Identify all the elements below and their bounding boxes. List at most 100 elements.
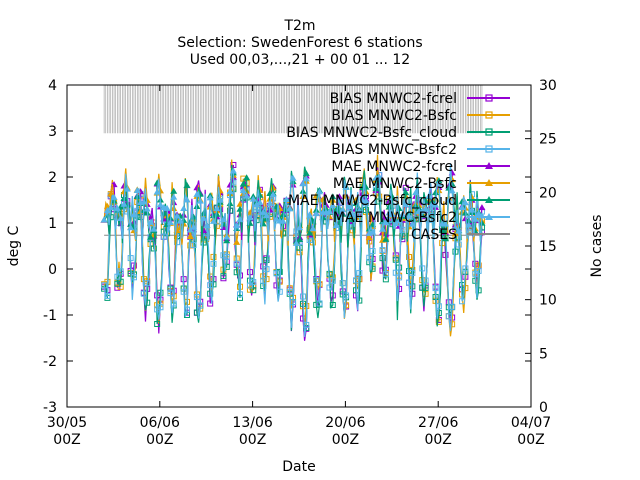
data-point xyxy=(296,224,304,231)
data-point xyxy=(445,196,453,203)
data-point xyxy=(468,206,476,213)
data-point xyxy=(432,201,440,208)
data-point xyxy=(432,285,439,292)
legend-marker xyxy=(485,128,493,136)
x-tick-label: 04/07 xyxy=(511,415,551,431)
data-point xyxy=(196,197,204,204)
data-point xyxy=(220,252,227,259)
data-point xyxy=(345,202,353,209)
data-point xyxy=(313,301,320,308)
data-point xyxy=(405,212,413,219)
data-point xyxy=(292,239,300,246)
data-point xyxy=(117,268,124,275)
data-point xyxy=(117,214,125,221)
y2-tick-label: 25 xyxy=(539,132,557,148)
data-point xyxy=(174,239,181,246)
data-point xyxy=(355,207,363,214)
data-point xyxy=(435,180,443,187)
data-point xyxy=(398,211,406,218)
legend-marker xyxy=(485,179,493,186)
data-point xyxy=(187,242,194,249)
legend-label: MAE MNWC2-Bsfc_cloud xyxy=(288,193,457,209)
data-point xyxy=(335,196,343,203)
data-point xyxy=(200,214,208,221)
data-point xyxy=(226,200,234,207)
data-point xyxy=(445,313,452,320)
data-point xyxy=(176,217,184,224)
data-point xyxy=(395,204,403,211)
data-point xyxy=(353,277,360,284)
data-point xyxy=(376,198,383,205)
data-point xyxy=(219,215,227,222)
data-point xyxy=(233,222,241,229)
data-point xyxy=(296,235,304,242)
data-point xyxy=(441,220,449,227)
data-point xyxy=(406,279,413,286)
x-tick-label-hour: 00Z xyxy=(146,432,173,448)
data-point xyxy=(259,208,267,215)
data-point xyxy=(279,217,287,224)
data-point xyxy=(316,188,324,195)
data-point xyxy=(303,321,310,328)
data-point xyxy=(408,220,416,227)
data-point xyxy=(269,191,277,198)
data-point xyxy=(299,293,306,300)
x-tick-label: 30/05 xyxy=(47,415,87,431)
data-point xyxy=(150,225,158,232)
x-tick-label: 13/06 xyxy=(232,415,272,431)
data-point xyxy=(475,267,482,274)
legend-label: BIAS MNWC2-Bsfc xyxy=(331,108,457,124)
series-7 xyxy=(100,163,486,248)
data-point xyxy=(379,225,387,232)
data-point xyxy=(441,235,449,242)
data-point xyxy=(366,254,373,261)
data-point xyxy=(213,204,221,211)
data-point xyxy=(379,247,386,254)
data-point xyxy=(435,303,442,310)
x-tick-label-hour: 00Z xyxy=(239,432,266,448)
data-point xyxy=(216,196,224,203)
data-point xyxy=(236,215,244,222)
data-point xyxy=(352,196,360,203)
data-point xyxy=(465,221,473,228)
data-point xyxy=(246,282,253,289)
data-point xyxy=(263,257,270,264)
data-point xyxy=(107,204,115,211)
data-point xyxy=(163,221,171,228)
y-tick-label: 3 xyxy=(48,124,57,140)
data-point xyxy=(286,205,294,212)
legend-marker xyxy=(485,111,493,119)
y2-tick-label: 15 xyxy=(539,239,557,255)
data-point xyxy=(147,218,155,225)
data-point xyxy=(349,216,357,223)
title-line: Selection: SwedenForest 6 stations xyxy=(177,35,422,51)
data-point xyxy=(422,284,429,291)
data-point xyxy=(313,277,320,284)
data-point xyxy=(365,233,373,240)
data-point xyxy=(422,277,429,284)
data-point xyxy=(458,203,466,210)
data-point xyxy=(186,232,194,239)
data-point xyxy=(233,238,241,245)
data-point xyxy=(147,233,155,240)
data-point xyxy=(209,217,217,224)
data-point xyxy=(100,216,108,223)
x-tick-label: 27/06 xyxy=(418,415,458,431)
data-point xyxy=(306,236,313,243)
data-point xyxy=(279,211,287,218)
data-point xyxy=(243,192,251,199)
data-point xyxy=(163,204,171,211)
data-point xyxy=(193,190,201,197)
data-point xyxy=(448,176,456,183)
data-point xyxy=(418,207,426,214)
x-tick-label-hour: 00Z xyxy=(517,432,544,448)
legend-label: BIAS MNWC2-Bsfc_cloud xyxy=(286,125,457,141)
data-point xyxy=(382,219,390,226)
legend-marker xyxy=(485,145,493,153)
data-point xyxy=(154,320,161,327)
data-point xyxy=(236,200,244,207)
data-point xyxy=(282,196,290,203)
legend-label: BIAS MNWC-Bsfc2 xyxy=(331,142,457,158)
data-point xyxy=(190,223,198,230)
